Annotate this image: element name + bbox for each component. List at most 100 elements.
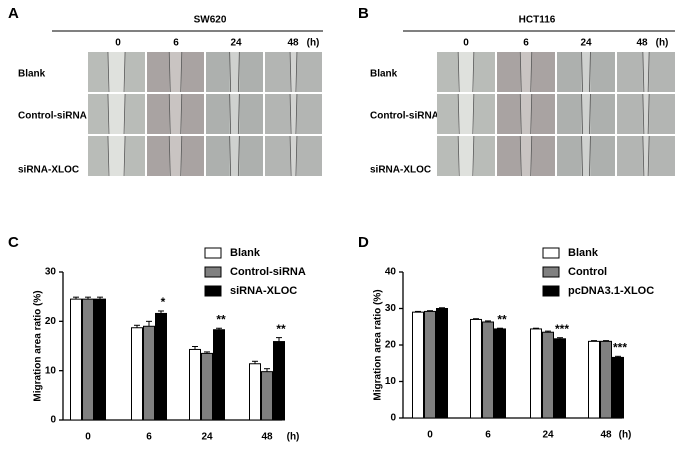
- wound-edge: [180, 51, 183, 93]
- wound-edge: [123, 135, 126, 177]
- y-tick-label: 0: [50, 415, 56, 426]
- wound-edge: [589, 93, 591, 135]
- wound-edge: [237, 135, 240, 177]
- wound-gap: [229, 136, 240, 176]
- bar: [273, 341, 285, 421]
- wound-edge: [457, 51, 460, 93]
- wound-edge: [123, 93, 126, 135]
- wound-edge: [295, 135, 298, 177]
- bar: [412, 311, 424, 419]
- panel-title: SW620: [194, 15, 227, 26]
- bar: [213, 329, 225, 421]
- y-tick-label: 20: [385, 340, 397, 351]
- bar: [131, 327, 143, 421]
- significance: **: [276, 322, 286, 336]
- significance: ***: [613, 340, 627, 354]
- bar: [201, 352, 213, 421]
- bar: [470, 318, 482, 419]
- wound-edge: [530, 93, 533, 135]
- bar: [542, 331, 554, 419]
- wound-edge: [237, 93, 240, 135]
- column-label: 0: [115, 38, 121, 49]
- bar: [530, 328, 542, 419]
- wound-edge: [642, 135, 645, 177]
- x-tick-label: 6: [146, 432, 152, 443]
- y-axis-title: Migration area ratio (%): [373, 289, 384, 400]
- x-tick-label: 24: [201, 432, 213, 443]
- y-axis-title: Migration area ratio (%): [33, 290, 44, 401]
- wound-edge: [519, 51, 522, 93]
- wound-gap: [107, 52, 126, 92]
- wound-edge: [168, 51, 171, 93]
- wound-gap: [642, 52, 650, 92]
- x-axis-title: (h): [287, 432, 300, 443]
- wound-gap: [290, 136, 297, 176]
- wound-edge: [581, 93, 583, 135]
- legend-swatch: [204, 266, 222, 278]
- row-label: siRNA-XLOC: [370, 165, 431, 176]
- legend-swatch: [542, 266, 560, 278]
- wound-gap: [169, 136, 182, 176]
- row-label: Blank: [18, 69, 46, 80]
- bar: [261, 371, 273, 421]
- column-label: 6: [173, 38, 179, 49]
- bar: [600, 340, 612, 419]
- panel-label: D: [358, 234, 369, 251]
- wound-edge: [472, 93, 475, 135]
- wound-gap: [169, 94, 182, 134]
- y-tick-label: 30: [385, 303, 397, 314]
- wound-edge: [229, 51, 232, 93]
- wound-edge: [457, 135, 460, 177]
- legend-label: pcDNA3.1-XLOC: [568, 285, 654, 297]
- y-tick-label: 10: [385, 376, 397, 387]
- legend-label: Blank: [568, 247, 599, 259]
- wound-gap: [520, 52, 532, 92]
- wound-edge: [472, 51, 475, 93]
- bar: [482, 321, 494, 419]
- unit-label: (h): [656, 38, 669, 49]
- wound-edge: [180, 93, 183, 135]
- panel-label: A: [8, 5, 19, 22]
- wound-edge: [107, 93, 110, 135]
- bar: [424, 310, 436, 419]
- row-label: siRNA-XLOC: [18, 165, 79, 176]
- wound-gap: [520, 136, 532, 176]
- y-tick-label: 0: [390, 413, 396, 424]
- row-label: Control-siRNA: [18, 111, 87, 122]
- column-label: 48: [636, 38, 648, 49]
- wound-edge: [642, 51, 645, 93]
- x-axis-title: (h): [619, 430, 632, 441]
- legend-swatch: [542, 285, 560, 297]
- wound-edge: [229, 93, 232, 135]
- wound-edge: [107, 135, 110, 177]
- wound-edge: [289, 93, 292, 135]
- legend-swatch: [542, 247, 560, 259]
- panel-label: C: [8, 234, 19, 251]
- bar: [249, 363, 261, 421]
- wound-edge: [457, 93, 460, 135]
- y-tick-label: 10: [45, 365, 57, 376]
- wound-edge: [472, 135, 475, 177]
- wound-edge: [519, 93, 522, 135]
- wound-edge: [530, 135, 533, 177]
- y-tick-label: 30: [45, 267, 57, 278]
- wound-gap: [581, 52, 591, 92]
- wound-edge: [647, 93, 650, 135]
- significance: *: [161, 295, 166, 309]
- panel-label: B: [358, 5, 369, 22]
- wound-gap: [290, 52, 297, 92]
- row-label: Blank: [370, 69, 398, 80]
- x-tick-label: 0: [427, 430, 433, 441]
- wound-edge: [168, 93, 171, 135]
- bar: [436, 308, 448, 419]
- bar: [70, 298, 82, 421]
- wound-gap: [642, 94, 650, 134]
- y-tick-label: 20: [45, 316, 57, 327]
- significance: **: [216, 312, 226, 326]
- y-tick-label: 40: [385, 267, 397, 278]
- row-label: Control-siRNA: [370, 111, 439, 122]
- unit-label: (h): [307, 38, 320, 49]
- wound-gap: [107, 136, 126, 176]
- bar: [189, 348, 201, 421]
- wound-gap: [581, 136, 591, 176]
